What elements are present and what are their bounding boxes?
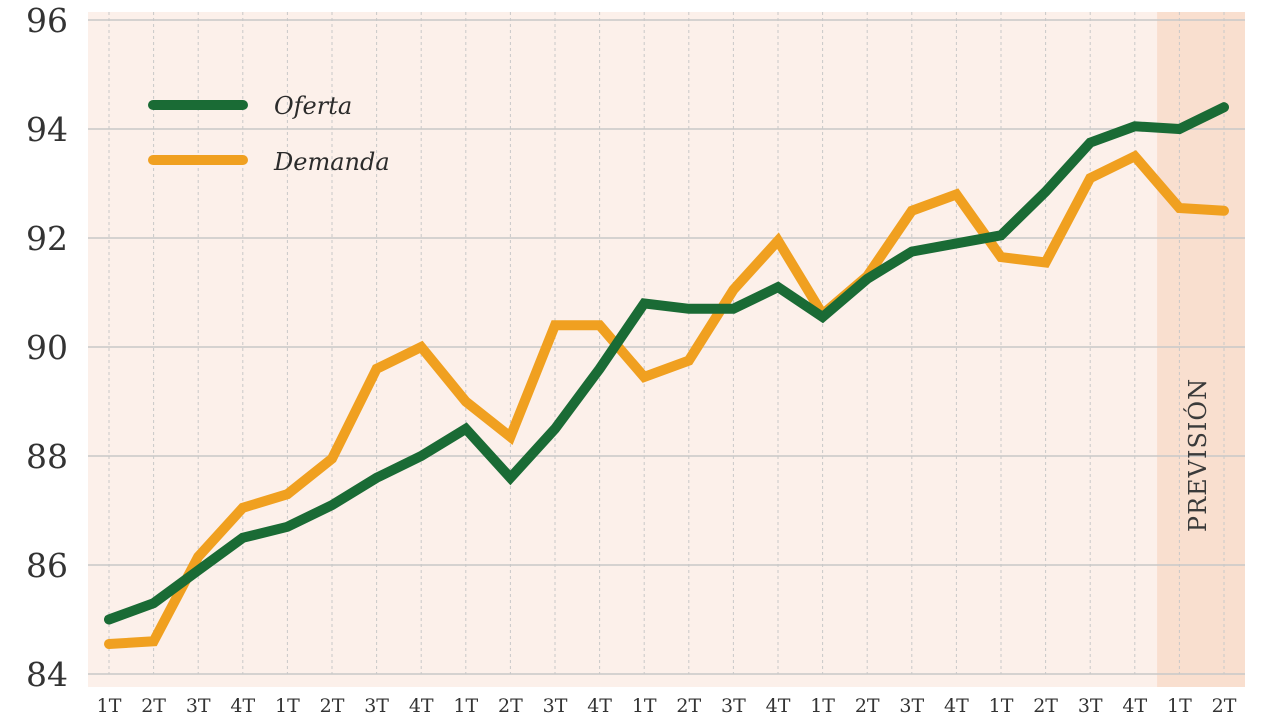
series-line-oferta [104, 102, 1229, 625]
plot-background [88, 12, 1245, 687]
x-tick-label: 2T [498, 695, 523, 717]
legend: Oferta Demanda [148, 92, 390, 176]
x-tick-label: 3T [364, 695, 389, 717]
legend-label-oferta: Oferta [274, 92, 352, 120]
x-tick-label: 4T [230, 695, 255, 717]
x-tick-label: 1T [989, 695, 1014, 717]
x-tick-label: 3T [899, 695, 924, 717]
x-tick-label: 1T [453, 695, 478, 717]
x-tick-label: 4T [944, 695, 969, 717]
y-tick-label: 94 [26, 110, 68, 149]
y-tick-label: 96 [26, 1, 68, 40]
y-tick-label: 92 [26, 219, 68, 258]
x-tick-label: 3T [543, 695, 568, 717]
grid [88, 12, 1245, 675]
x-tick-label: 3T [186, 695, 211, 717]
x-tick-label: 4T [766, 695, 791, 717]
series-lines [104, 102, 1229, 649]
x-tick-label: 2T [1033, 695, 1058, 717]
forecast-label: PREVISIÓN [1183, 378, 1212, 532]
legend-label-demanda: Demanda [273, 148, 390, 176]
x-tick-label: 3T [1078, 695, 1103, 717]
x-axis-ticks: 1T 2T 3T 4T 1T 2T 3T 4T 1T 2T 3T 4T 1T 2T 3T 4T 1T 2T 3T 4T… [97, 695, 1237, 717]
x-tick-label: 2T [320, 695, 345, 717]
y-tick-label: 86 [26, 546, 68, 585]
x-tick-label: 1T [275, 695, 300, 717]
x-tick-label: 4T [1122, 695, 1147, 717]
x-tick-label: 1T [97, 695, 122, 717]
y-tick-label: 90 [26, 328, 68, 367]
y-tick-label: 88 [26, 437, 68, 476]
x-tick-label: 2T [1212, 695, 1237, 717]
series-line-demanda [104, 150, 1229, 649]
x-tick-label: 2T [676, 695, 701, 717]
y-tick-label: 84 [26, 655, 68, 694]
x-tick-label: 3T [721, 695, 746, 717]
x-tick-label: 2T [141, 695, 166, 717]
x-tick-label: 1T [632, 695, 657, 717]
x-tick-label: 4T [587, 695, 612, 717]
y-axis-ticks: 84 86 88 90 92 94 96 [26, 1, 68, 694]
x-tick-label: 4T [409, 695, 434, 717]
x-tick-label: 1T [1167, 695, 1192, 717]
x-tick-label: 1T [810, 695, 835, 717]
x-tick-label: 2T [855, 695, 880, 717]
